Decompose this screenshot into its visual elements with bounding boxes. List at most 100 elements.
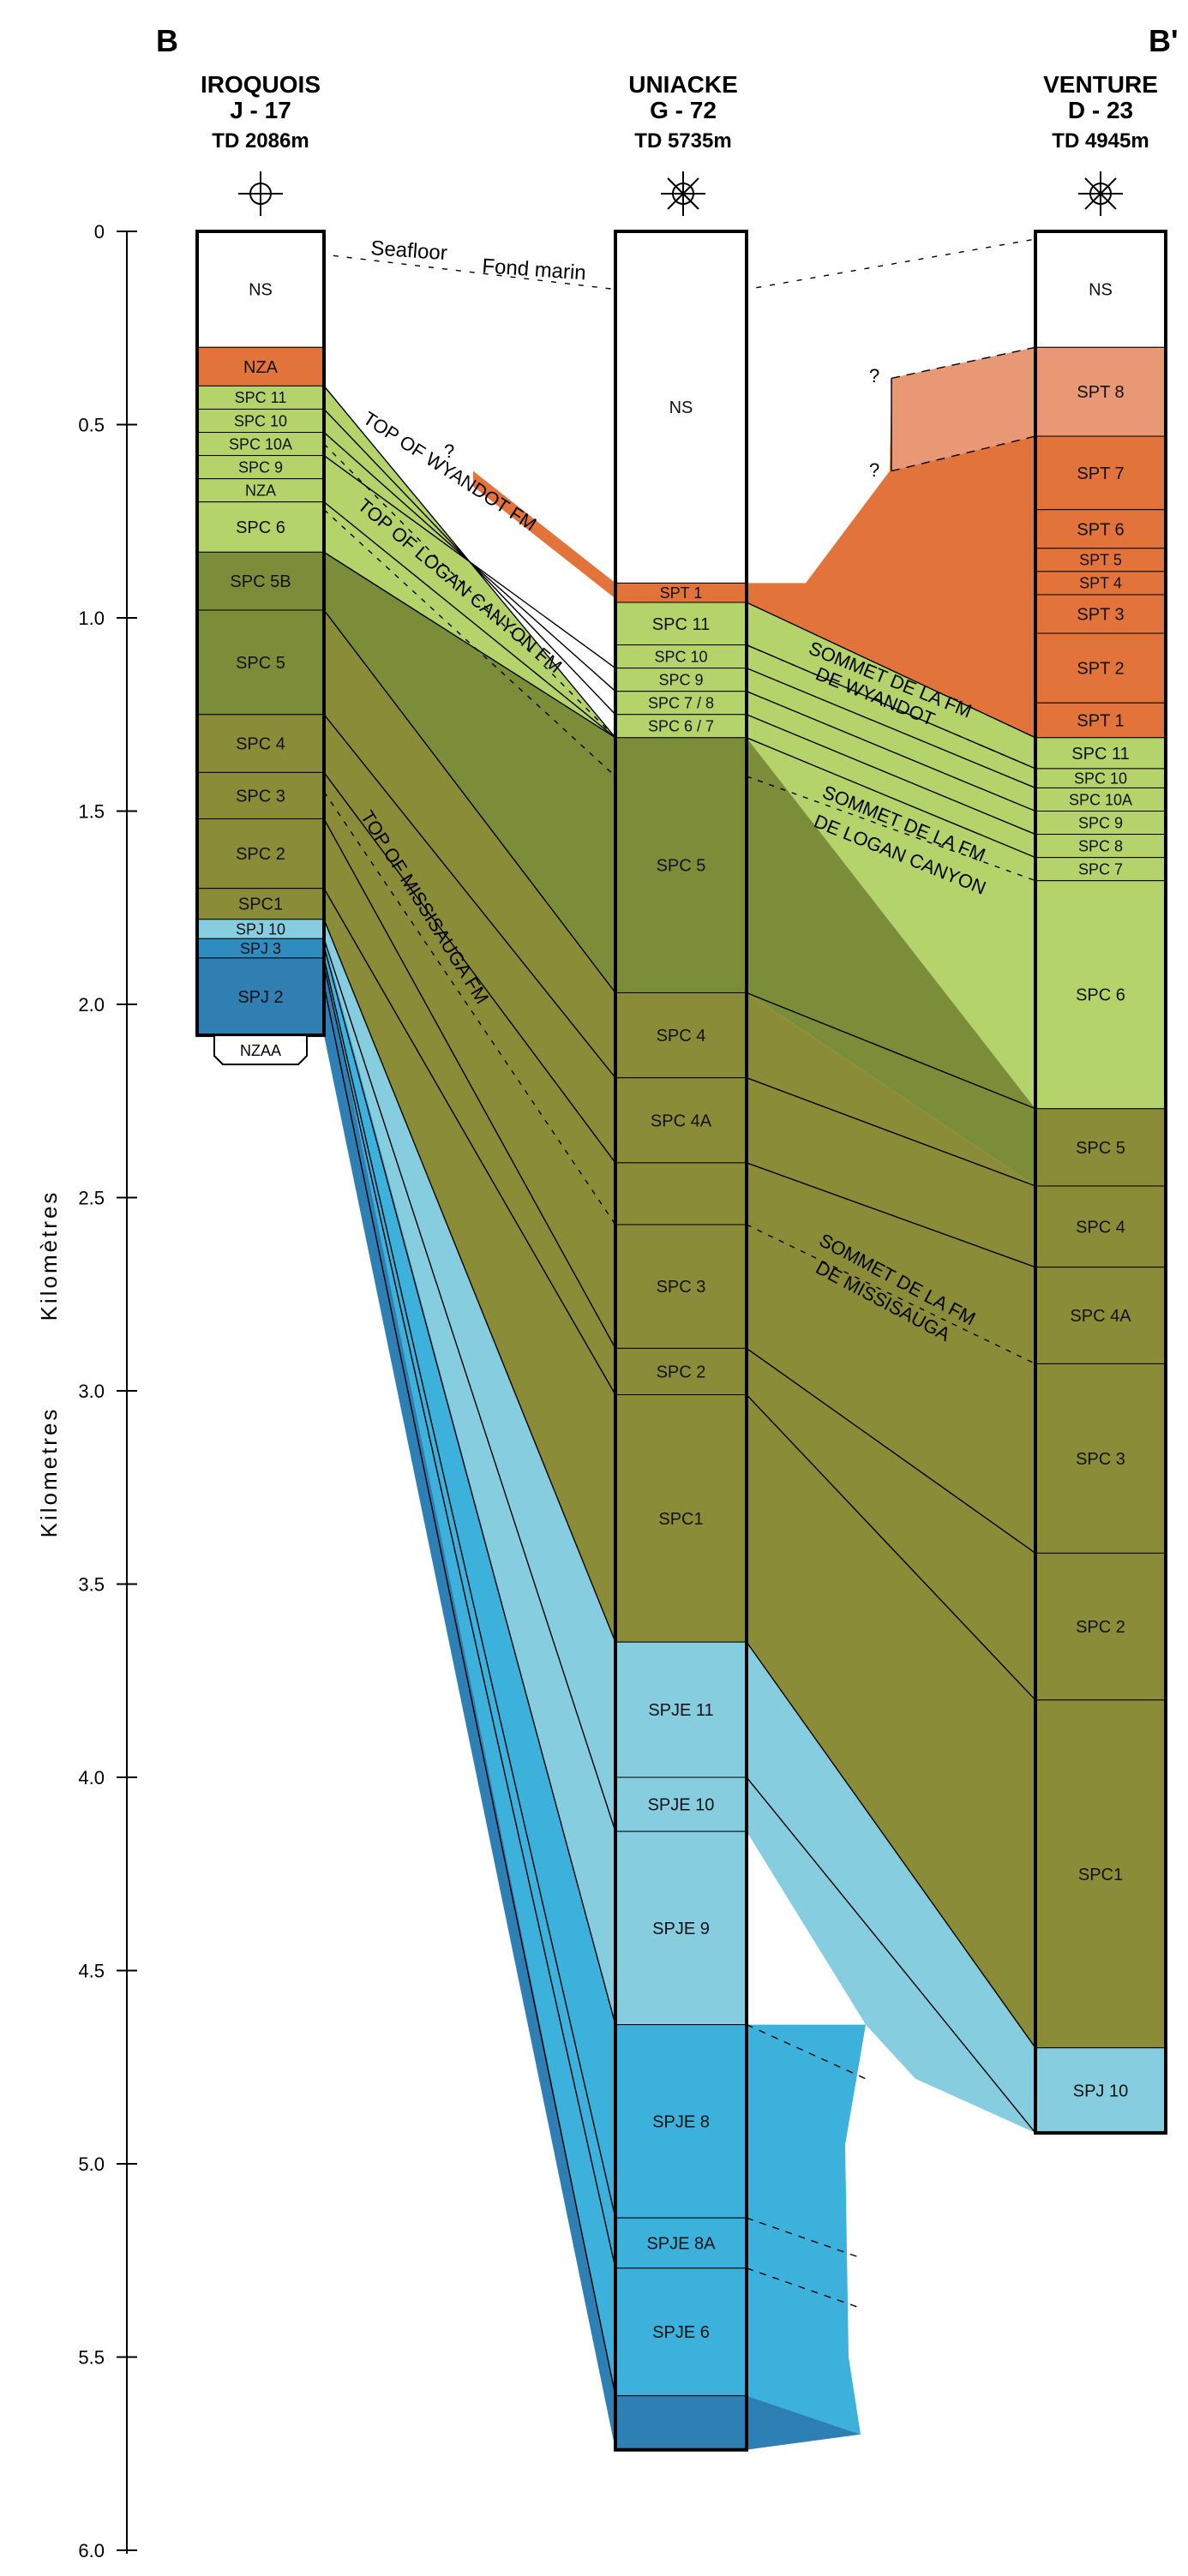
well-column: NS SPT 1 SPC 11 SPC 10 SPC 9 SPC 7 / 8 SPC 6 /… — [614, 230, 748, 2452]
formation-unit — [615, 737, 747, 993]
formation-label: SPJE 11 — [648, 1701, 713, 1720]
formation-label: SPC 3 — [1076, 1450, 1125, 1469]
formation-unit — [196, 455, 325, 480]
correlation-line — [746, 1077, 1036, 1187]
formation-unit — [1035, 1108, 1167, 1187]
formation-label: SPT 6 — [1077, 520, 1124, 539]
formation-label: SPC 7 — [1078, 860, 1123, 878]
jurassic-mid-fill-left — [324, 938, 615, 2396]
formation-label: SPC 4 — [1076, 1218, 1125, 1237]
formation-label: SPJE 8 — [652, 2112, 710, 2131]
tertiary-light-fill-right — [891, 347, 1035, 471]
formation-label: SPJE 9 — [652, 1920, 710, 1938]
dry-hole-icon — [238, 171, 283, 216]
tertiary-wedge-left — [473, 470, 615, 599]
formation-label: SPJ 2 — [237, 988, 283, 1007]
correlation-line — [746, 714, 1036, 836]
formation-label: SPT 3 — [1077, 605, 1124, 624]
formation-unit — [1035, 1699, 1167, 2049]
correlation-line — [746, 1347, 1036, 1554]
formation-label: NZA — [243, 358, 279, 377]
jurassic-dark-fill-right — [747, 2395, 861, 2450]
correlation-line — [323, 714, 616, 1079]
well-header-venture: VENTURE D - 23 TD 4945m — [1043, 71, 1158, 216]
well-total-depth: TD 5735m — [634, 129, 731, 153]
formation-unit — [1035, 509, 1167, 549]
formation-label: SPC 5 — [657, 857, 706, 876]
jurassic-dark-fill-left — [324, 957, 615, 2450]
formation-label: SPC 6 — [236, 518, 285, 537]
formation-unit — [1035, 880, 1167, 1110]
formation-label: SPC 9 — [1078, 814, 1123, 831]
axis-tick-label: 5.5 — [78, 2347, 105, 2369]
formation-label: SPC 9 — [658, 671, 703, 688]
axis-tick-label: 0.5 — [78, 415, 105, 436]
formation-unit — [615, 1077, 747, 1164]
formation-label: SPC 9 — [238, 458, 283, 476]
formation-unit — [615, 1830, 747, 2026]
seafloor-label: Seafloor Fond marin — [370, 237, 587, 285]
section-label-right: B' — [1149, 23, 1179, 58]
formation-label: SPJE 6 — [652, 2323, 710, 2342]
axis-tick-label: 3.5 — [78, 1574, 105, 1596]
axis-tick-label: 2.5 — [78, 1188, 105, 1209]
lower-cretaceous-fill-right — [747, 992, 1035, 2048]
wyandot-top-line-right — [746, 644, 1036, 770]
uncertain-mark-1: ? — [444, 440, 454, 462]
formation-label: SPC 6 — [1076, 986, 1125, 1005]
well-header-uniacke: UNIACKE G - 72 TD 5735m — [628, 71, 738, 216]
mid-cretaceous-fill-right — [747, 737, 1035, 1186]
axis-tick-label: 4.5 — [78, 1961, 105, 1982]
axis-tick-label: 1.5 — [78, 801, 105, 823]
formation-label: SPC 3 — [657, 1278, 706, 1297]
correlation-line — [746, 691, 1036, 812]
uncertain-mark-3: ? — [869, 459, 879, 481]
well-column: NS NZA SPC 11 SPC 10 SPC 10A SPC 9 NZA SPC 6 SPC… — [195, 230, 326, 1066]
formation-label: SPC 10 — [234, 412, 287, 429]
formation-unit — [615, 231, 747, 584]
formation-label: SPC 10A — [229, 435, 292, 452]
axis-tick-label: 5.0 — [78, 2154, 105, 2175]
formation-label: NS — [249, 281, 273, 300]
formation-label: SPC 11 — [1071, 745, 1129, 764]
formation-label: SPC 11 — [652, 615, 710, 634]
correlation-line — [746, 991, 1036, 1110]
formation-unit — [615, 2395, 747, 2451]
correlation-line — [323, 957, 616, 2219]
formation-unit — [1035, 1267, 1167, 1364]
formation-unit — [1035, 548, 1167, 572]
axis-tick-label: 0 — [94, 221, 105, 243]
formation-label: SPC 4A — [651, 1111, 712, 1130]
axis-tick-label: 2.0 — [78, 994, 105, 1015]
formation-unit — [196, 385, 325, 410]
formation-label: SPJ 10 — [236, 920, 285, 938]
correlation-line — [323, 455, 616, 669]
correlation-line — [323, 771, 616, 1164]
formation-label: SPC 10A — [1069, 791, 1132, 808]
formation-fills — [209, 238, 1166, 2450]
axis-tick-label: 4.0 — [78, 1767, 105, 1788]
formation-unit — [1035, 2047, 1167, 2134]
correlation-line — [746, 1641, 1036, 2049]
formation-label: SPC 10 — [1074, 770, 1127, 787]
well-total-depth: TD 2086m — [212, 129, 309, 153]
formation-label: SPC 7 / 8 — [648, 695, 714, 712]
correlation-line — [323, 818, 616, 1349]
correlation-line — [323, 946, 616, 2025]
gas-show-icon — [661, 171, 705, 216]
formation-unit — [615, 602, 747, 646]
correlation-line — [746, 602, 1036, 739]
formation-unit — [615, 2267, 747, 2397]
correlation-line — [323, 888, 616, 1395]
tertiary-dash-2 — [891, 435, 1036, 472]
formation-unit — [1035, 435, 1167, 511]
formation-label: SPJ 10 — [1073, 2082, 1128, 2100]
section-label-left: B — [156, 23, 178, 58]
formation-label: SPT 2 — [1077, 660, 1124, 679]
correlation-line — [746, 1394, 1036, 1701]
formation-label: SPT 1 — [660, 584, 703, 602]
formation-unit — [196, 501, 325, 553]
formation-label: SPJE 8A — [646, 2234, 716, 2253]
axis-title-fr: Kilomètres — [36, 1190, 62, 1321]
